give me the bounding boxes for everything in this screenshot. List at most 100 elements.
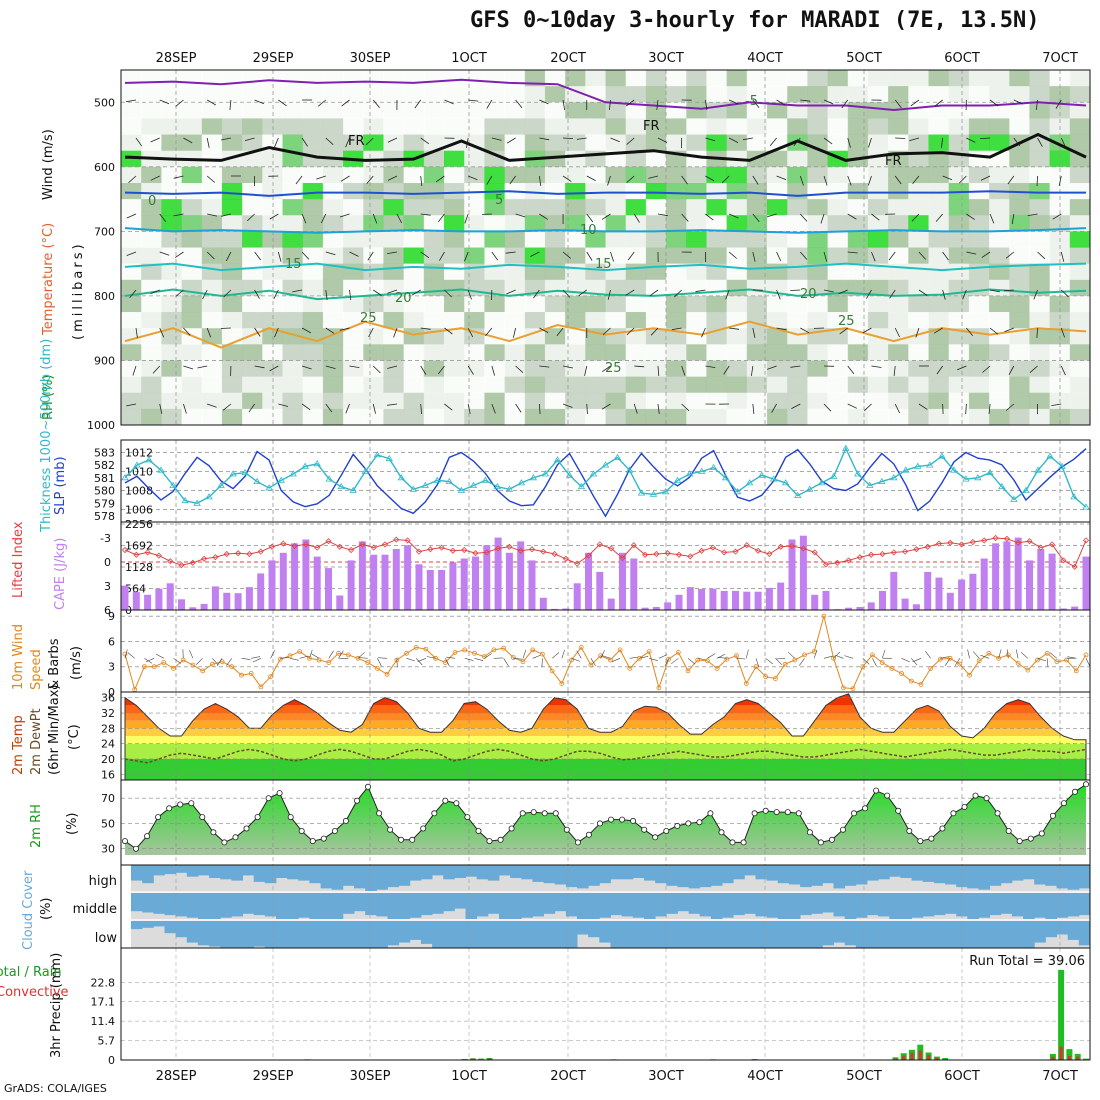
rh-cell [383,344,405,361]
wind-speed-point [472,650,477,656]
cloud-bar-high [933,865,946,884]
wind-speed-point [171,666,176,671]
rh-cell [544,328,566,345]
rh-point [420,825,427,832]
rh-cell [141,344,162,361]
rh-point [376,810,383,817]
surface-wind-barb [967,649,970,659]
wind-speed-point [200,668,206,674]
wind-barb [823,403,832,412]
cloud-bar-middle [487,893,500,914]
wind-barb [650,327,659,336]
rh-point [674,822,681,829]
rh-cell [403,231,425,248]
wind-speed-point [734,653,739,659]
cape-bar [257,573,265,610]
thickness-point [433,476,442,483]
wind-speed-point [938,656,943,662]
rh-cell [1049,376,1071,394]
li-point [427,546,434,553]
li-point [947,539,954,546]
rh-cell [141,199,162,216]
rh-cell [1009,408,1030,426]
rh-point [309,838,316,845]
temp-band [125,736,1086,744]
rh-cell [1069,150,1091,168]
cape-ylabel-group: CAPE (J/kg) [53,538,68,610]
cape-bar [980,558,988,610]
rh-cell [666,215,687,232]
rh-cell [948,295,970,313]
cloud-bar-high [710,865,723,886]
cloud-bar-middle [967,893,979,919]
rh-cell [625,263,647,281]
rh-axis-label-1: 2m RH [29,804,44,848]
rh-cell [645,376,667,394]
rh-cell [787,295,808,313]
li-point [280,540,287,547]
wind-barb [444,99,454,105]
rh-cell [484,295,506,313]
rh-cell [625,86,647,103]
rh-cell [989,392,1010,410]
rh-cell [242,376,263,394]
rh-cell [282,102,304,119]
wind-barb [586,175,596,181]
rh-cell [645,328,667,345]
cape-bar [291,543,299,610]
rh-cell [242,408,263,426]
rh-cell [666,344,687,361]
rh-cell [343,344,364,361]
wind-speed-point [520,659,526,665]
wind-barb [988,403,991,414]
isotherm-line [124,227,1087,234]
li-point [133,551,140,558]
rh-cell [726,70,748,87]
li-point [189,559,196,566]
rh-cell [928,360,950,378]
rh-cell [666,392,687,410]
rh-point [950,810,957,817]
cloud-bar-middle [354,893,366,912]
rh-cell [787,247,808,265]
rh-point [718,829,725,836]
rh-cell [282,344,304,361]
rh-cell [989,231,1010,248]
surface-wind-barb [844,655,854,659]
cloud-bar-high [142,865,154,884]
rh-cell [968,231,990,248]
cape-bar [551,608,559,610]
rh-point [497,836,504,843]
cloud-bar-high [543,865,556,884]
rh-cell [1029,102,1051,119]
rh-cell [302,360,324,378]
wind-barb [910,99,920,107]
rh-cell [565,199,586,216]
rh-cell [121,231,142,248]
surface-wind-barb [377,658,382,667]
rh-cell [322,134,344,152]
wind-barb [935,213,943,222]
wind-barb [301,213,307,224]
rh-cell [827,344,849,361]
rh-cell [444,312,465,329]
rh-ytick-label: 30 [101,843,115,856]
cape-bar [619,552,626,610]
rh-cell [383,215,405,232]
wind-barb [317,99,327,107]
surface-wind-barb [541,658,543,668]
cape-bar [325,568,332,610]
rh-cell [322,295,344,313]
rh-cell [968,392,990,410]
rh-cell [948,312,970,329]
rh-point [762,807,769,814]
upper-ytick-label: 800 [94,290,115,303]
rh-cell [282,134,304,152]
wind-barb [633,403,638,414]
rh-cell [201,183,223,200]
rh-cell [706,247,728,265]
rh-cell [585,247,606,265]
wind-barb [681,213,689,222]
cloud-bar-low [655,921,667,948]
